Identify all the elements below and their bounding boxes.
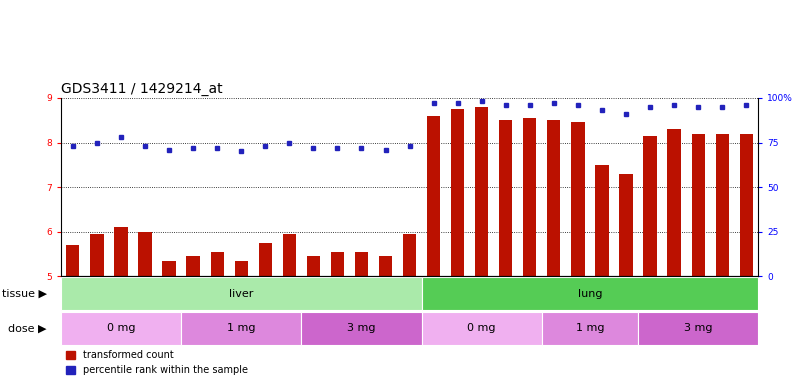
Bar [692,134,705,276]
Bar [162,261,176,276]
Bar [620,174,633,276]
Bar [740,134,753,276]
Bar [355,252,368,276]
Bar [451,109,464,276]
Bar [427,116,440,276]
Bar [379,257,393,276]
Bar [67,245,79,276]
Text: GDS3411 / 1429214_at: GDS3411 / 1429214_at [61,81,222,96]
Bar [643,136,657,276]
Bar [499,120,513,276]
Bar [283,234,296,276]
Bar [114,227,127,276]
Bar [638,312,758,345]
Bar [302,312,422,345]
Text: dose ▶: dose ▶ [8,323,47,333]
Bar [234,261,248,276]
Bar [403,234,416,276]
Bar [307,257,320,276]
Bar [715,134,729,276]
Legend: transformed count, percentile rank within the sample: transformed count, percentile rank withi… [66,351,248,375]
Bar [187,257,200,276]
Bar [422,277,758,310]
Bar [595,165,608,276]
Bar [523,118,536,276]
Bar [61,277,422,310]
Bar [331,252,344,276]
Text: 1 mg: 1 mg [227,323,255,333]
Text: 1 mg: 1 mg [576,323,604,333]
Bar [139,232,152,276]
Bar [542,312,638,345]
Bar [667,129,680,276]
Text: 3 mg: 3 mg [684,323,712,333]
Bar [90,234,104,276]
Text: lung: lung [577,289,603,299]
Text: 0 mg: 0 mg [107,323,135,333]
Bar [547,120,560,276]
Bar [259,243,272,276]
Text: 0 mg: 0 mg [467,323,496,333]
Text: 3 mg: 3 mg [347,323,375,333]
Text: tissue ▶: tissue ▶ [2,289,47,299]
Bar [571,122,585,276]
Bar [475,107,488,276]
Text: liver: liver [229,289,253,299]
Bar [211,252,224,276]
Bar [61,312,181,345]
Bar [181,312,302,345]
Bar [422,312,542,345]
